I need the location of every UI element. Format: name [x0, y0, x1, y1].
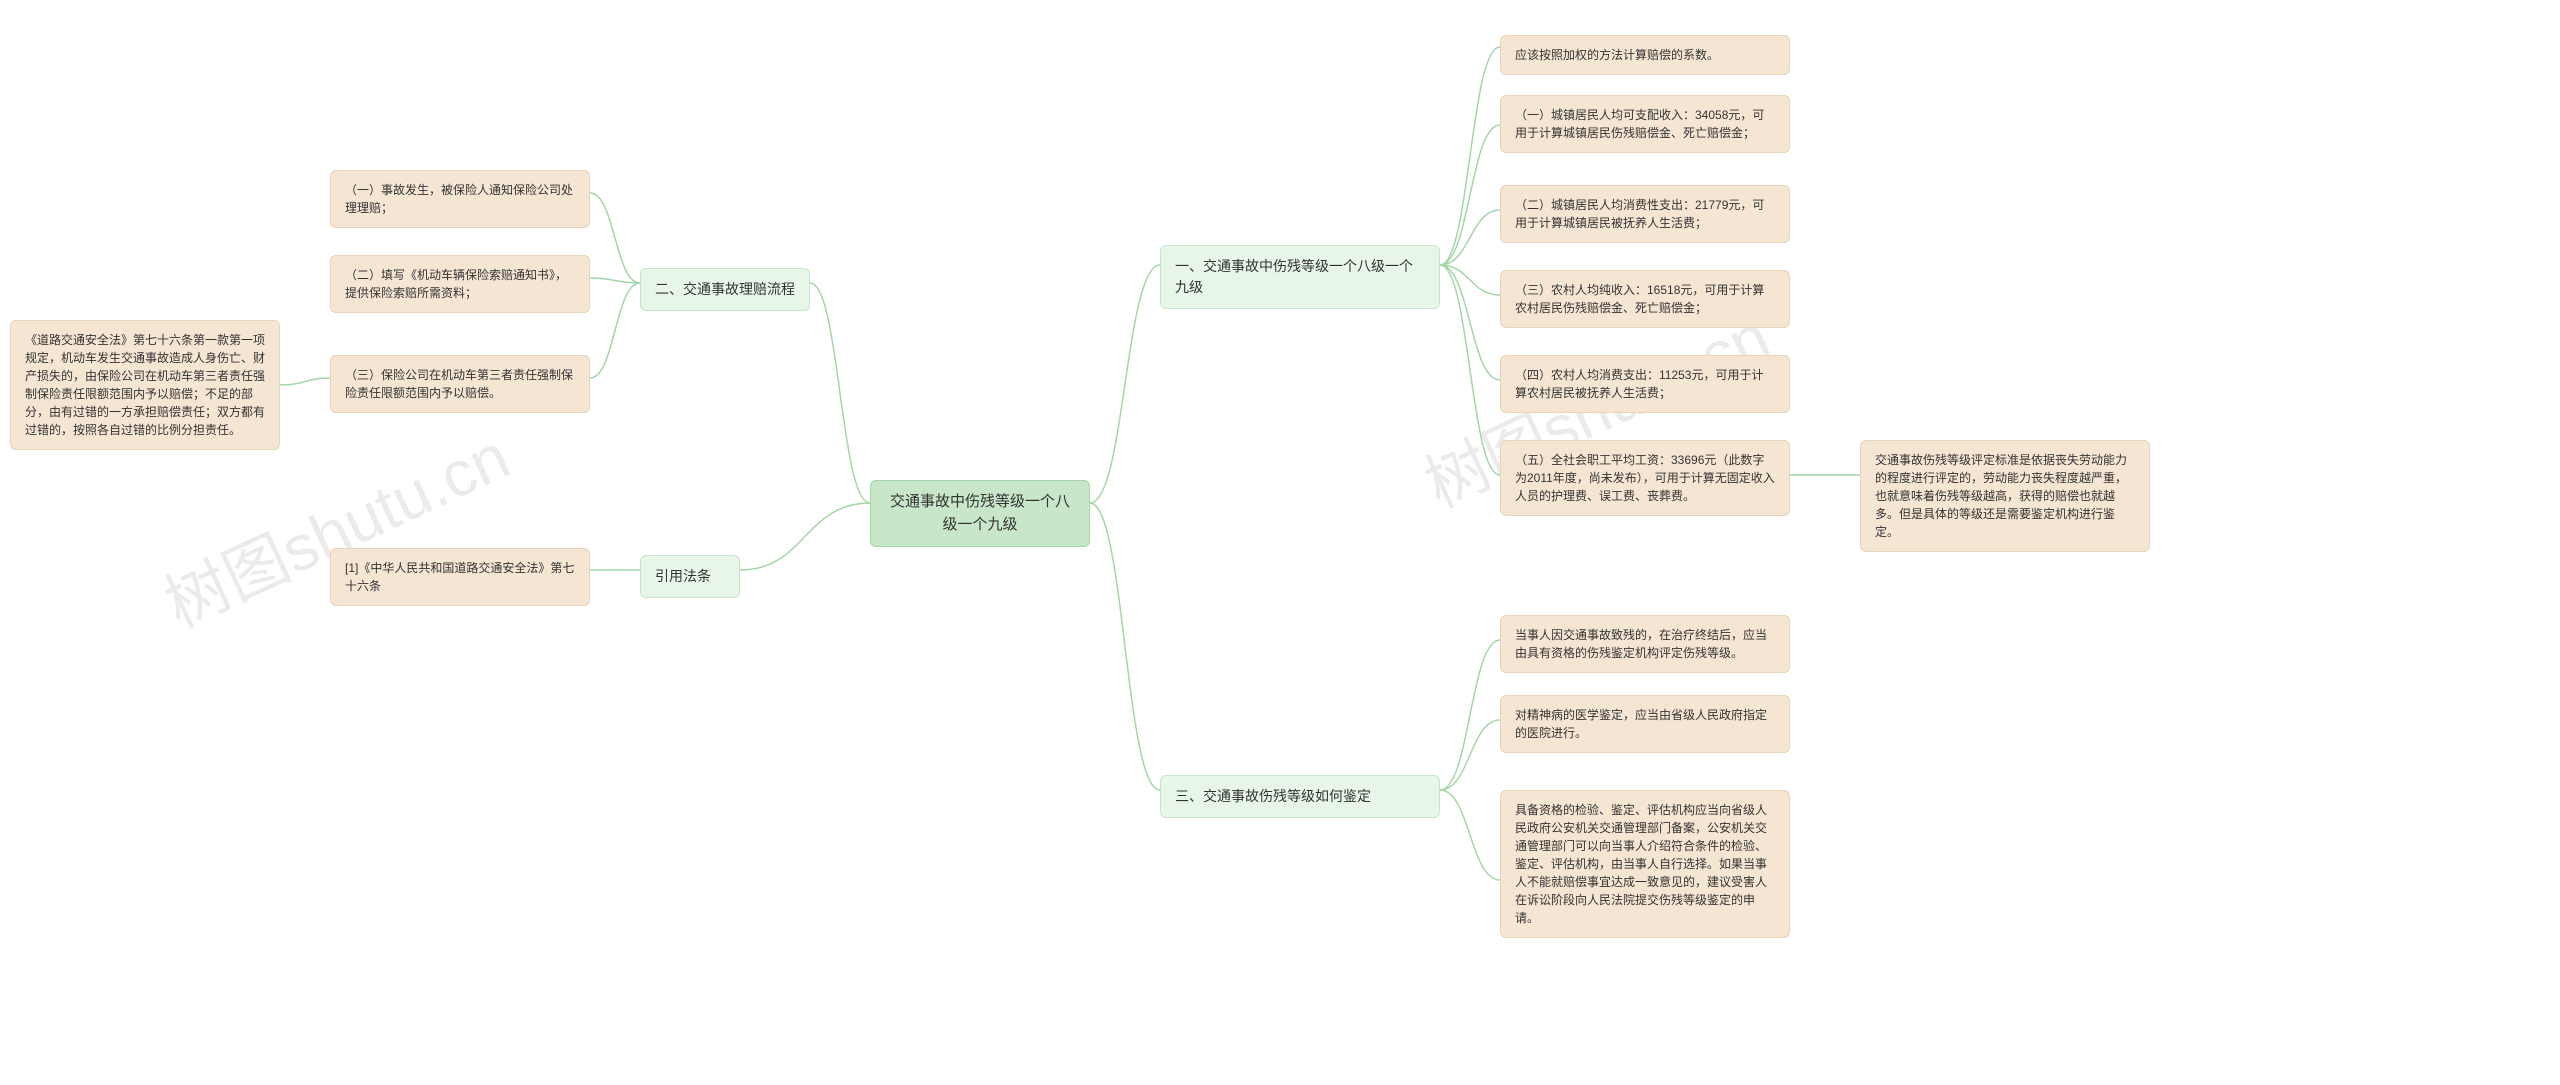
leaf-1-5: （四）农村人均消费支出：11253元，可用于计算农村居民被抚养人生活费；: [1500, 355, 1790, 413]
leaf-1-1: 应该按照加权的方法计算赔偿的系数。: [1500, 35, 1790, 75]
connector-lines: [0, 0, 2560, 1085]
leaf-1-3: （二）城镇居民人均消费性支出：21779元，可用于计算城镇居民被抚养人生活费；: [1500, 185, 1790, 243]
leaf-4-1: [1]《中华人民共和国道路交通安全法》第七十六条: [330, 548, 590, 606]
leaf-1-6: （五）全社会职工平均工资：33696元（此数字为2011年度，尚未发布），可用于…: [1500, 440, 1790, 516]
leaf-1-4: （三）农村人均纯收入：16518元，可用于计算农村居民伤残赔偿金、死亡赔偿金；: [1500, 270, 1790, 328]
leaf-2-1: （一）事故发生，被保险人通知保险公司处理理赔；: [330, 170, 590, 228]
leaf-1-2: （一）城镇居民人均可支配收入：34058元，可用于计算城镇居民伤残赔偿金、死亡赔…: [1500, 95, 1790, 153]
leaf-3-1: 当事人因交通事故致残的，在治疗终结后，应当由具有资格的伤残鉴定机构评定伤残等级。: [1500, 615, 1790, 673]
leaf-3-3: 具备资格的检验、鉴定、评估机构应当向省级人民政府公安机关交通管理部门备案，公安机…: [1500, 790, 1790, 938]
leaf-1-6-detail: 交通事故伤残等级评定标准是依据丧失劳动能力的程度进行评定的，劳动能力丧失程度越严…: [1860, 440, 2150, 552]
root-node: 交通事故中伤残等级一个八级一个九级: [870, 480, 1090, 547]
leaf-3-2: 对精神病的医学鉴定，应当由省级人民政府指定的医院进行。: [1500, 695, 1790, 753]
branch-section-2: 二、交通事故理赔流程: [640, 268, 810, 311]
branch-section-3: 三、交通事故伤残等级如何鉴定: [1160, 775, 1440, 818]
branch-section-4: 引用法条: [640, 555, 740, 598]
leaf-2-2: （二）填写《机动车辆保险索赔通知书》，提供保险索赔所需资料；: [330, 255, 590, 313]
leaf-2-3: （三）保险公司在机动车第三者责任强制保险责任限额范围内予以赔偿。: [330, 355, 590, 413]
leaf-2-3-detail: 《道路交通安全法》第七十六条第一款第一项规定，机动车发生交通事故造成人身伤亡、财…: [10, 320, 280, 450]
branch-section-1: 一、交通事故中伤残等级一个八级一个九级: [1160, 245, 1440, 309]
